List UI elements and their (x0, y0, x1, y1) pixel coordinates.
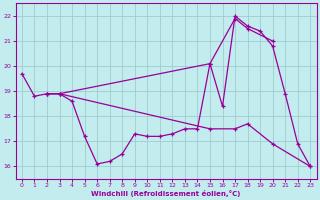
X-axis label: Windchill (Refroidissement éolien,°C): Windchill (Refroidissement éolien,°C) (92, 190, 241, 197)
